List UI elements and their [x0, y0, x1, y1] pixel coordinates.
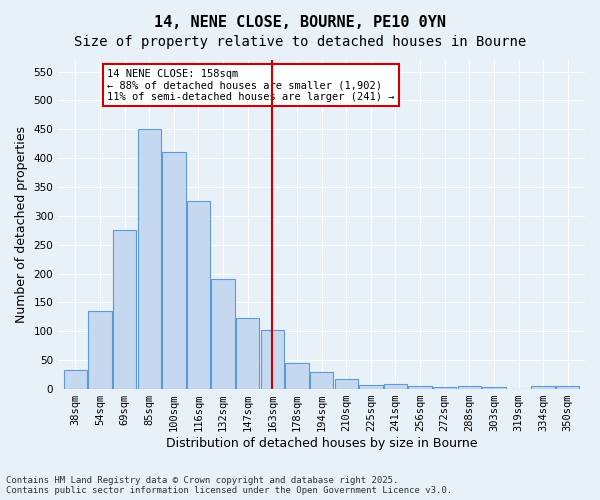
- Bar: [359, 385, 383, 389]
- Bar: [482, 388, 506, 389]
- Text: 14 NENE CLOSE: 158sqm
← 88% of detached houses are smaller (1,902)
11% of semi-d: 14 NENE CLOSE: 158sqm ← 88% of detached …: [107, 68, 395, 102]
- Bar: [532, 386, 555, 389]
- Bar: [64, 370, 87, 389]
- Bar: [384, 384, 407, 389]
- Bar: [556, 386, 580, 389]
- Bar: [433, 388, 457, 389]
- Bar: [187, 202, 210, 389]
- Bar: [137, 130, 161, 389]
- Bar: [260, 330, 284, 389]
- Text: Size of property relative to detached houses in Bourne: Size of property relative to detached ho…: [74, 35, 526, 49]
- Bar: [211, 280, 235, 389]
- Bar: [335, 380, 358, 389]
- Text: 14, NENE CLOSE, BOURNE, PE10 0YN: 14, NENE CLOSE, BOURNE, PE10 0YN: [154, 15, 446, 30]
- Bar: [113, 230, 136, 389]
- Bar: [88, 311, 112, 389]
- Bar: [458, 386, 481, 389]
- Bar: [409, 386, 432, 389]
- Bar: [236, 318, 259, 389]
- Y-axis label: Number of detached properties: Number of detached properties: [15, 126, 28, 323]
- Bar: [310, 372, 333, 389]
- Text: Contains HM Land Registry data © Crown copyright and database right 2025.
Contai: Contains HM Land Registry data © Crown c…: [6, 476, 452, 495]
- Bar: [162, 152, 185, 389]
- Bar: [285, 363, 308, 389]
- X-axis label: Distribution of detached houses by size in Bourne: Distribution of detached houses by size …: [166, 437, 478, 450]
